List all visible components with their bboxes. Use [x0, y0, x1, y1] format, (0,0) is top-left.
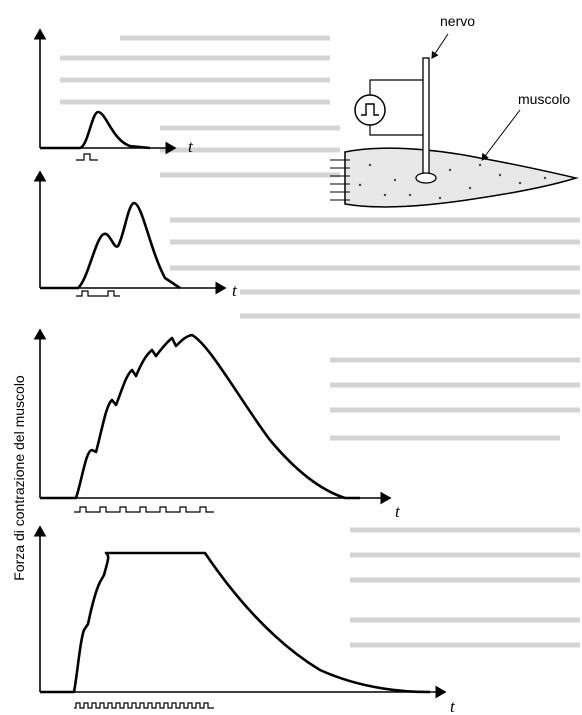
panel-two-twitches: t — [33, 170, 238, 300]
panel-complete-tetanus: t — [33, 525, 456, 715]
x-axis-label: t — [232, 281, 238, 300]
faded-background-text — [60, 35, 580, 648]
y-axis-label: Forza di contrazione del muscolo — [11, 375, 27, 581]
x-axis-label: t — [188, 137, 194, 156]
nerve-muscle-diagram: nervo muscolo — [330, 13, 579, 208]
muscle-label: muscolo — [518, 91, 570, 107]
nerve-label: nervo — [440, 13, 475, 29]
x-axis-label: t — [395, 502, 401, 521]
x-axis-label: t — [450, 697, 456, 715]
panel-single-twitch: t — [33, 28, 194, 161]
panel-incomplete-tetanus: t — [33, 328, 401, 521]
